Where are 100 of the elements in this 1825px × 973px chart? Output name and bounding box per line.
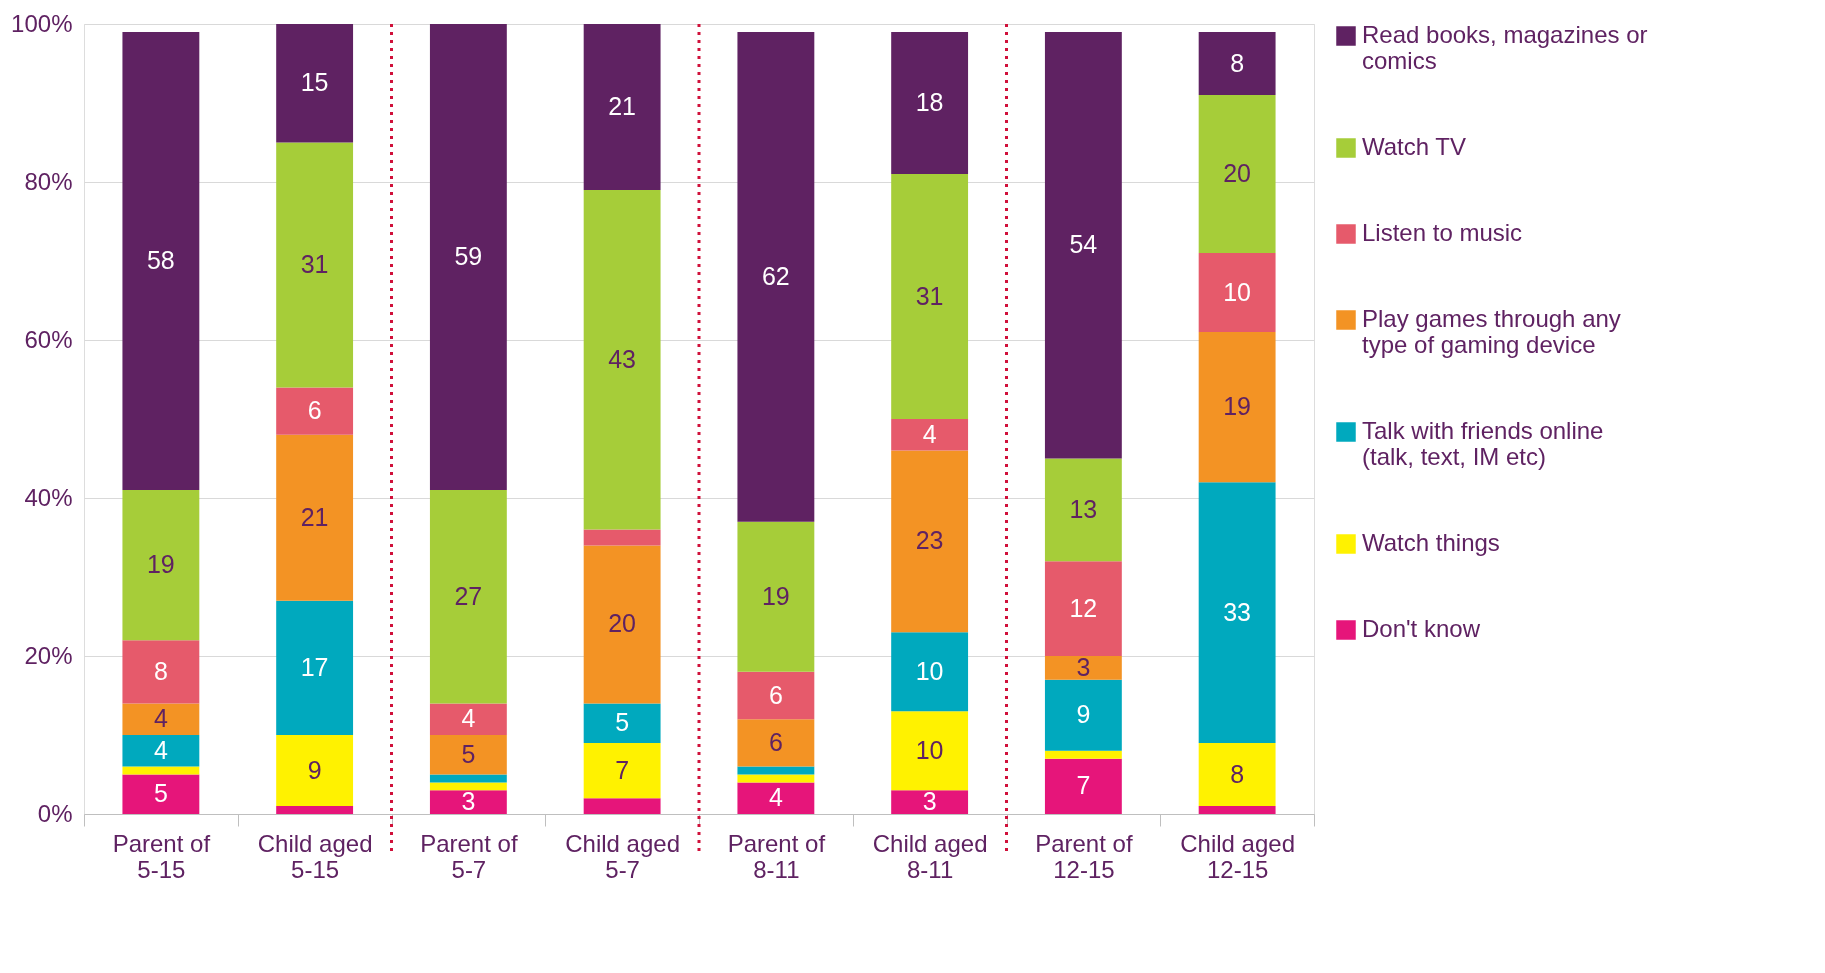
bar (276, 600, 354, 735)
bar (276, 387, 354, 435)
bar (1198, 742, 1276, 807)
data-label: 4 (922, 419, 937, 448)
bar (429, 782, 507, 791)
data-label: 7 (615, 755, 630, 784)
legend-label: Watch TV (1362, 133, 1467, 160)
data-label: 58 (146, 246, 175, 274)
x-tick-label: Parent of 5-7 (420, 829, 518, 883)
bar (122, 703, 200, 735)
bar (737, 521, 815, 672)
legend-label: Read books, magazines or comics (1362, 21, 1648, 74)
data-label: 8 (153, 656, 168, 685)
bar (737, 31, 815, 522)
bar (891, 419, 969, 451)
bar (276, 434, 354, 601)
y-tick-label: 20% (24, 641, 73, 669)
y-tick-label: 80% (24, 167, 73, 195)
data-label: 3 (461, 787, 476, 816)
x-tick-label: Parent of 8-11 (727, 829, 826, 883)
legend-label: Play games through any type of gaming device (1362, 305, 1621, 358)
bar (122, 774, 200, 814)
bar (737, 766, 815, 775)
data-label: 20 (608, 609, 637, 638)
bar (891, 711, 969, 791)
data-label: 7 (1076, 771, 1091, 800)
bar (1198, 806, 1276, 814)
data-label: 6 (307, 396, 322, 425)
bar (891, 31, 969, 175)
x-tick-label: Parent of 5-15 (112, 829, 211, 883)
data-label: 12 (1069, 593, 1098, 622)
bar (583, 189, 661, 530)
bar (891, 790, 969, 814)
bar (737, 719, 815, 767)
data-label: 10 (1223, 277, 1252, 306)
data-label: 5 (461, 739, 476, 768)
bar (583, 529, 661, 546)
data-label: 13 (1069, 494, 1098, 523)
data-label: 62 (761, 261, 790, 290)
bar (1044, 679, 1122, 751)
data-label: 31 (300, 249, 329, 278)
data-label: 4 (768, 783, 783, 812)
y-tick-label: 60% (24, 325, 73, 353)
data-label: 19 (761, 581, 790, 610)
x-tick-label: Parent of 12-15 (1035, 829, 1133, 883)
data-label: 6 (768, 727, 783, 756)
data-label: 20 (1223, 159, 1252, 188)
data-label: 27 (454, 581, 483, 610)
bar (891, 174, 969, 419)
bar (583, 545, 661, 704)
bar (122, 766, 200, 775)
data-label: 10 (915, 735, 944, 764)
bar (1044, 656, 1122, 680)
data-label: 19 (1223, 392, 1252, 421)
legend-label: Don't know (1362, 615, 1481, 642)
bar (276, 142, 354, 388)
legend-label: Talk with friends online (talk, text, IM etc) (1362, 417, 1604, 470)
bar (1044, 758, 1122, 814)
bar (1198, 95, 1276, 254)
bar (583, 798, 661, 814)
bar (429, 490, 507, 704)
bar (429, 735, 507, 775)
bar (429, 24, 507, 491)
bar (1198, 332, 1276, 483)
bar (1044, 31, 1122, 459)
x-tick-label: Child aged 5-7 (565, 829, 680, 883)
bar (1198, 482, 1276, 743)
bar (891, 632, 969, 712)
data-label: 43 (608, 344, 637, 373)
bar (1198, 31, 1276, 96)
bar (276, 24, 354, 143)
data-label: 6 (768, 680, 783, 709)
data-label: 21 (608, 91, 637, 120)
legend-label: Watch things (1362, 529, 1500, 556)
data-label: 23 (915, 526, 944, 555)
bar (122, 640, 200, 704)
data-label: 10 (915, 656, 944, 685)
data-label: 4 (153, 735, 168, 764)
x-tick-label: Child aged 12-15 (1180, 829, 1295, 883)
data-label: 33 (1223, 597, 1252, 626)
bar (1044, 561, 1122, 656)
bar (429, 790, 507, 814)
data-label: 9 (1076, 700, 1091, 729)
data-label: 31 (915, 281, 944, 310)
bar (429, 703, 507, 735)
data-label: 59 (454, 242, 483, 271)
data-label: 4 (153, 704, 168, 733)
bar (122, 735, 200, 767)
data-label: 17 (300, 652, 329, 681)
bar (122, 31, 200, 491)
bar (276, 735, 354, 807)
data-label: 3 (1076, 652, 1091, 681)
bar (737, 671, 815, 720)
legend-label: Listen to music (1362, 219, 1523, 246)
x-tick-label: Child aged 5-15 (257, 829, 373, 883)
bar (737, 782, 815, 814)
data-label: 18 (915, 88, 944, 116)
bar (122, 490, 200, 641)
data-label: 5 (153, 779, 168, 808)
bar (891, 450, 969, 633)
